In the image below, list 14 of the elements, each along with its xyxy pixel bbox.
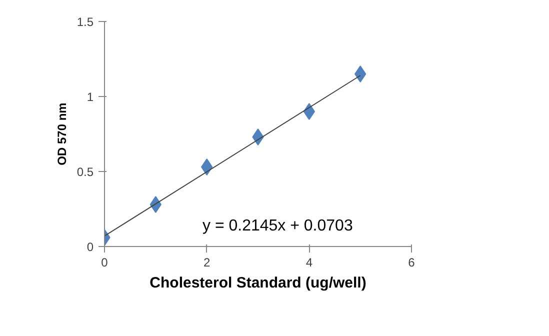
x-axis-title: Cholesterol Standard (ug/well) <box>150 274 366 292</box>
annotation: y = 0.2145x + 0.0703 <box>202 218 353 234</box>
point <box>354 66 366 82</box>
point <box>303 103 315 120</box>
x-tick-label: 0 <box>101 256 108 270</box>
y-tick-label: 1.5 <box>76 15 94 29</box>
x-tick-label: 4 <box>306 256 313 270</box>
x-tick-label: 2 <box>203 256 210 270</box>
x-tick-label: 6 <box>408 256 416 270</box>
y-tick-label: 0 <box>86 240 94 254</box>
y-axis-title: OD 570 nm <box>54 102 69 166</box>
y-tick-label: 1 <box>86 90 94 104</box>
point <box>201 158 213 176</box>
y-tick-label: 0.5 <box>76 165 94 179</box>
